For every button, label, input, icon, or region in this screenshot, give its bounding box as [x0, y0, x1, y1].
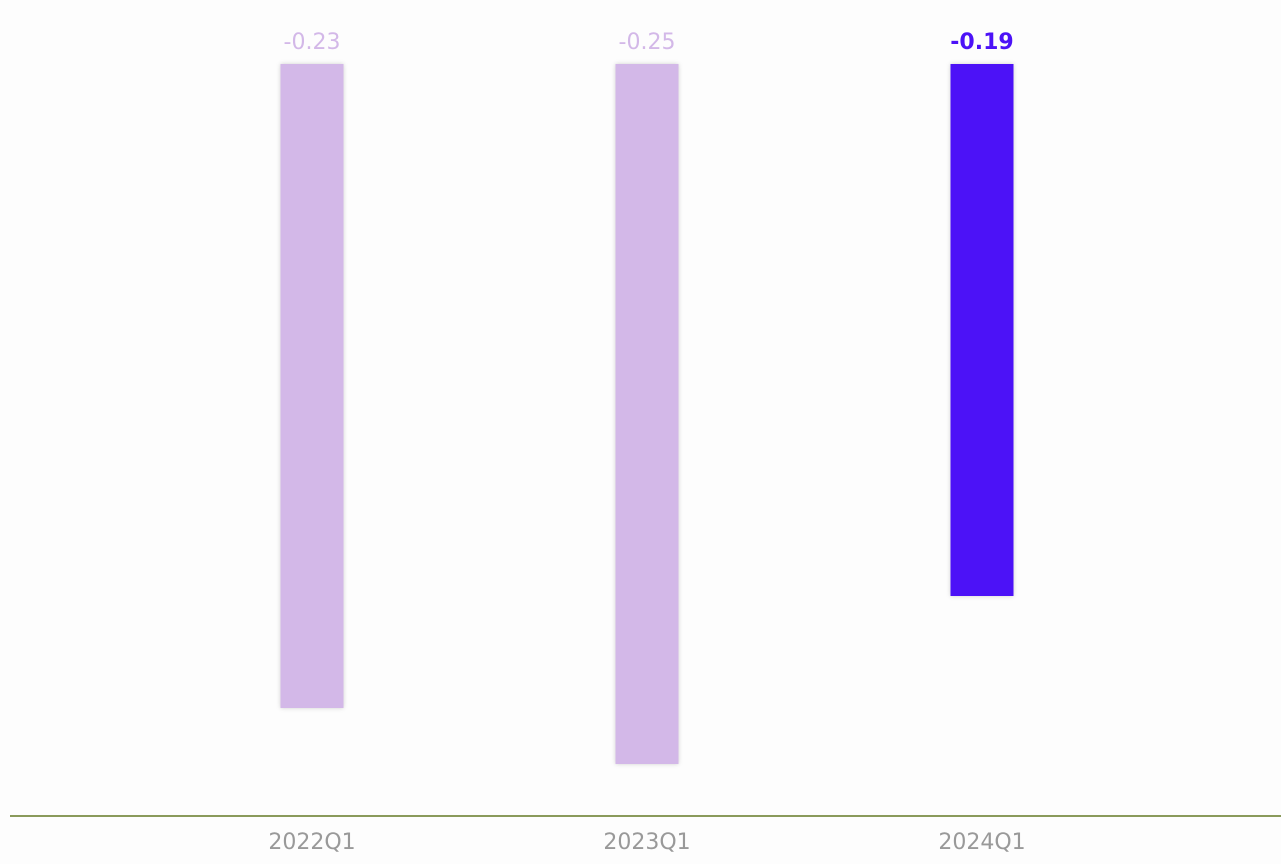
x-tick-label-2024Q1: 2024Q1 [938, 830, 1025, 855]
value-label-2023Q1: -0.25 [619, 30, 676, 55]
value-label-2022Q1: -0.23 [284, 30, 341, 55]
x-tick-labels-layer: 2022Q1 2023Q1 2024Q1 [268, 830, 1025, 855]
bar-2022Q1 [281, 64, 344, 708]
value-labels-layer: -0.23 -0.25 -0.19 [284, 30, 1014, 55]
value-label-2024Q1: -0.19 [950, 30, 1013, 55]
bars-layer [281, 64, 1014, 764]
x-tick-label-2022Q1: 2022Q1 [268, 830, 355, 855]
bar-2024Q1 [951, 64, 1014, 596]
bar-2023Q1 [616, 64, 679, 764]
x-tick-label-2023Q1: 2023Q1 [603, 830, 690, 855]
